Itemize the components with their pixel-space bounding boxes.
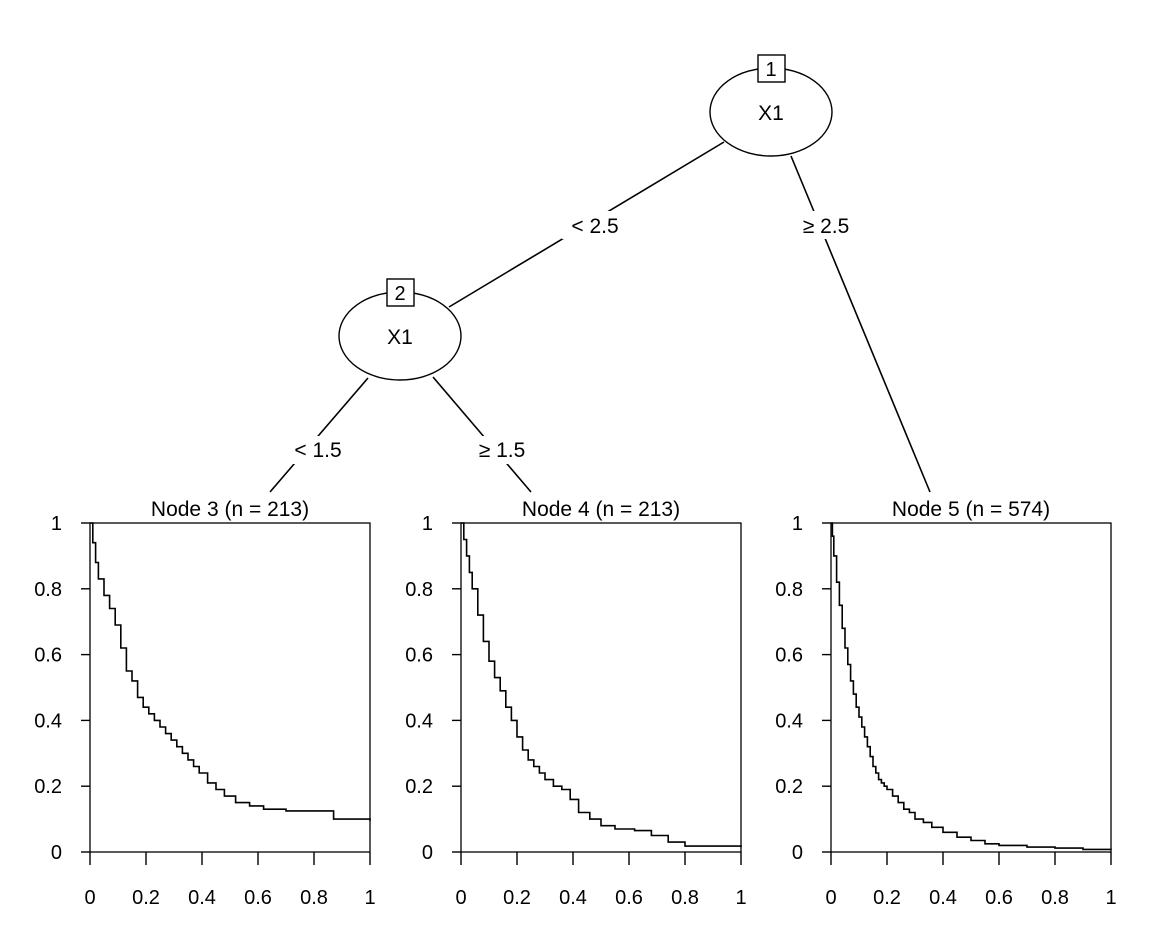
x-tick-label: 0.4 xyxy=(929,887,957,909)
y-tick-label: 0 xyxy=(422,842,433,864)
x-tick-label: 0.6 xyxy=(244,887,272,909)
y-tick-label: 0.6 xyxy=(34,645,62,667)
y-tick-label: 0.6 xyxy=(775,645,803,667)
x-tick-label: 0 xyxy=(825,887,836,909)
y-tick-label: 0.4 xyxy=(775,710,803,732)
edge-label-text: < 1.5 xyxy=(294,439,341,462)
y-tick-label: 0.8 xyxy=(775,579,803,601)
edge-label-text: ≥ 2.5 xyxy=(803,215,850,238)
terminal-node-5-panel: Node 5 (n = 574) 0 0.2 0.4 0.6 0.8 1 0 0.2 0.4 0.6… xyxy=(775,498,1116,909)
x-tick-label: 0.6 xyxy=(615,887,643,909)
y-tick-label: 1 xyxy=(422,513,433,535)
y-tick-label: 0 xyxy=(792,842,803,864)
node-variable-label: X1 xyxy=(387,326,413,349)
x-tick-label: 0 xyxy=(455,887,466,909)
inner-node-2: X1 2 xyxy=(338,278,462,381)
x-tick-label: 0.4 xyxy=(188,887,216,909)
edge-2-4 xyxy=(432,376,532,493)
edge-label-2-4: ≥ 1.5 xyxy=(468,436,534,464)
inner-node-1: X1 1 xyxy=(709,54,833,157)
y-tick-label: 0 xyxy=(51,842,62,864)
y-tick-label: 0.4 xyxy=(405,710,433,732)
y-tick-label: 0.2 xyxy=(405,776,433,798)
edge-1-5 xyxy=(790,155,931,493)
y-tick-label: 1 xyxy=(51,513,62,535)
survival-curve xyxy=(90,522,371,821)
panel-frame xyxy=(89,522,371,853)
panel-frame xyxy=(460,522,742,853)
x-tick-label: 1 xyxy=(1105,887,1116,909)
y-tick-label: 0.6 xyxy=(405,645,433,667)
panel-frame xyxy=(830,522,1112,853)
y-tick-label: 0.4 xyxy=(34,710,62,732)
y-tick-label: 0.8 xyxy=(405,579,433,601)
edge-2-3 xyxy=(269,377,369,493)
survival-curve xyxy=(831,522,1112,851)
x-tick-label: 1 xyxy=(364,887,375,909)
node-variable-label: X1 xyxy=(758,102,784,125)
edge-label-2-3: < 1.5 xyxy=(285,436,351,464)
x-tick-label: 1 xyxy=(735,887,746,909)
node-id-label: 1 xyxy=(765,59,776,81)
x-tick-label: 0.2 xyxy=(503,887,531,909)
y-tick-label: 1 xyxy=(792,513,803,535)
x-tick-label: 0.2 xyxy=(873,887,901,909)
panel-title: Node 4 (n = 213) xyxy=(522,498,680,521)
panel-title: Node 5 (n = 574) xyxy=(892,498,1050,521)
edge-label-text: < 2.5 xyxy=(571,215,618,238)
x-tick-label: 0.8 xyxy=(671,887,699,909)
x-tick-label: 0.8 xyxy=(1041,887,1069,909)
edge-label-1-2: < 2.5 xyxy=(562,211,628,239)
x-tick-label: 0.4 xyxy=(559,887,587,909)
x-tick-label: 0.6 xyxy=(985,887,1013,909)
node-id-box xyxy=(757,54,786,83)
terminal-node-3-panel: Node 3 (n = 213) 0 0.2 0.4 0.6 0.8 1 0 0.2 0.4 0.6… xyxy=(34,498,375,909)
y-tick-label: 0.2 xyxy=(34,776,62,798)
survival-curve xyxy=(461,522,742,848)
y-tick-label: 0.2 xyxy=(775,776,803,798)
node-id-box xyxy=(386,278,415,307)
edge-label-text: ≥ 1.5 xyxy=(479,439,526,462)
y-tick-label: 0.8 xyxy=(34,579,62,601)
x-tick-label: 0.2 xyxy=(132,887,160,909)
x-tick-label: 0 xyxy=(84,887,95,909)
panel-title: Node 3 (n = 213) xyxy=(151,498,309,521)
x-tick-label: 0.8 xyxy=(300,887,328,909)
node-id-label: 2 xyxy=(394,283,405,305)
edge-label-1-5: ≥ 2.5 xyxy=(792,211,858,239)
terminal-node-4-panel: Node 4 (n = 213) 0 0.2 0.4 0.6 0.8 1 0 0.2 0.4 0.6… xyxy=(405,498,746,909)
